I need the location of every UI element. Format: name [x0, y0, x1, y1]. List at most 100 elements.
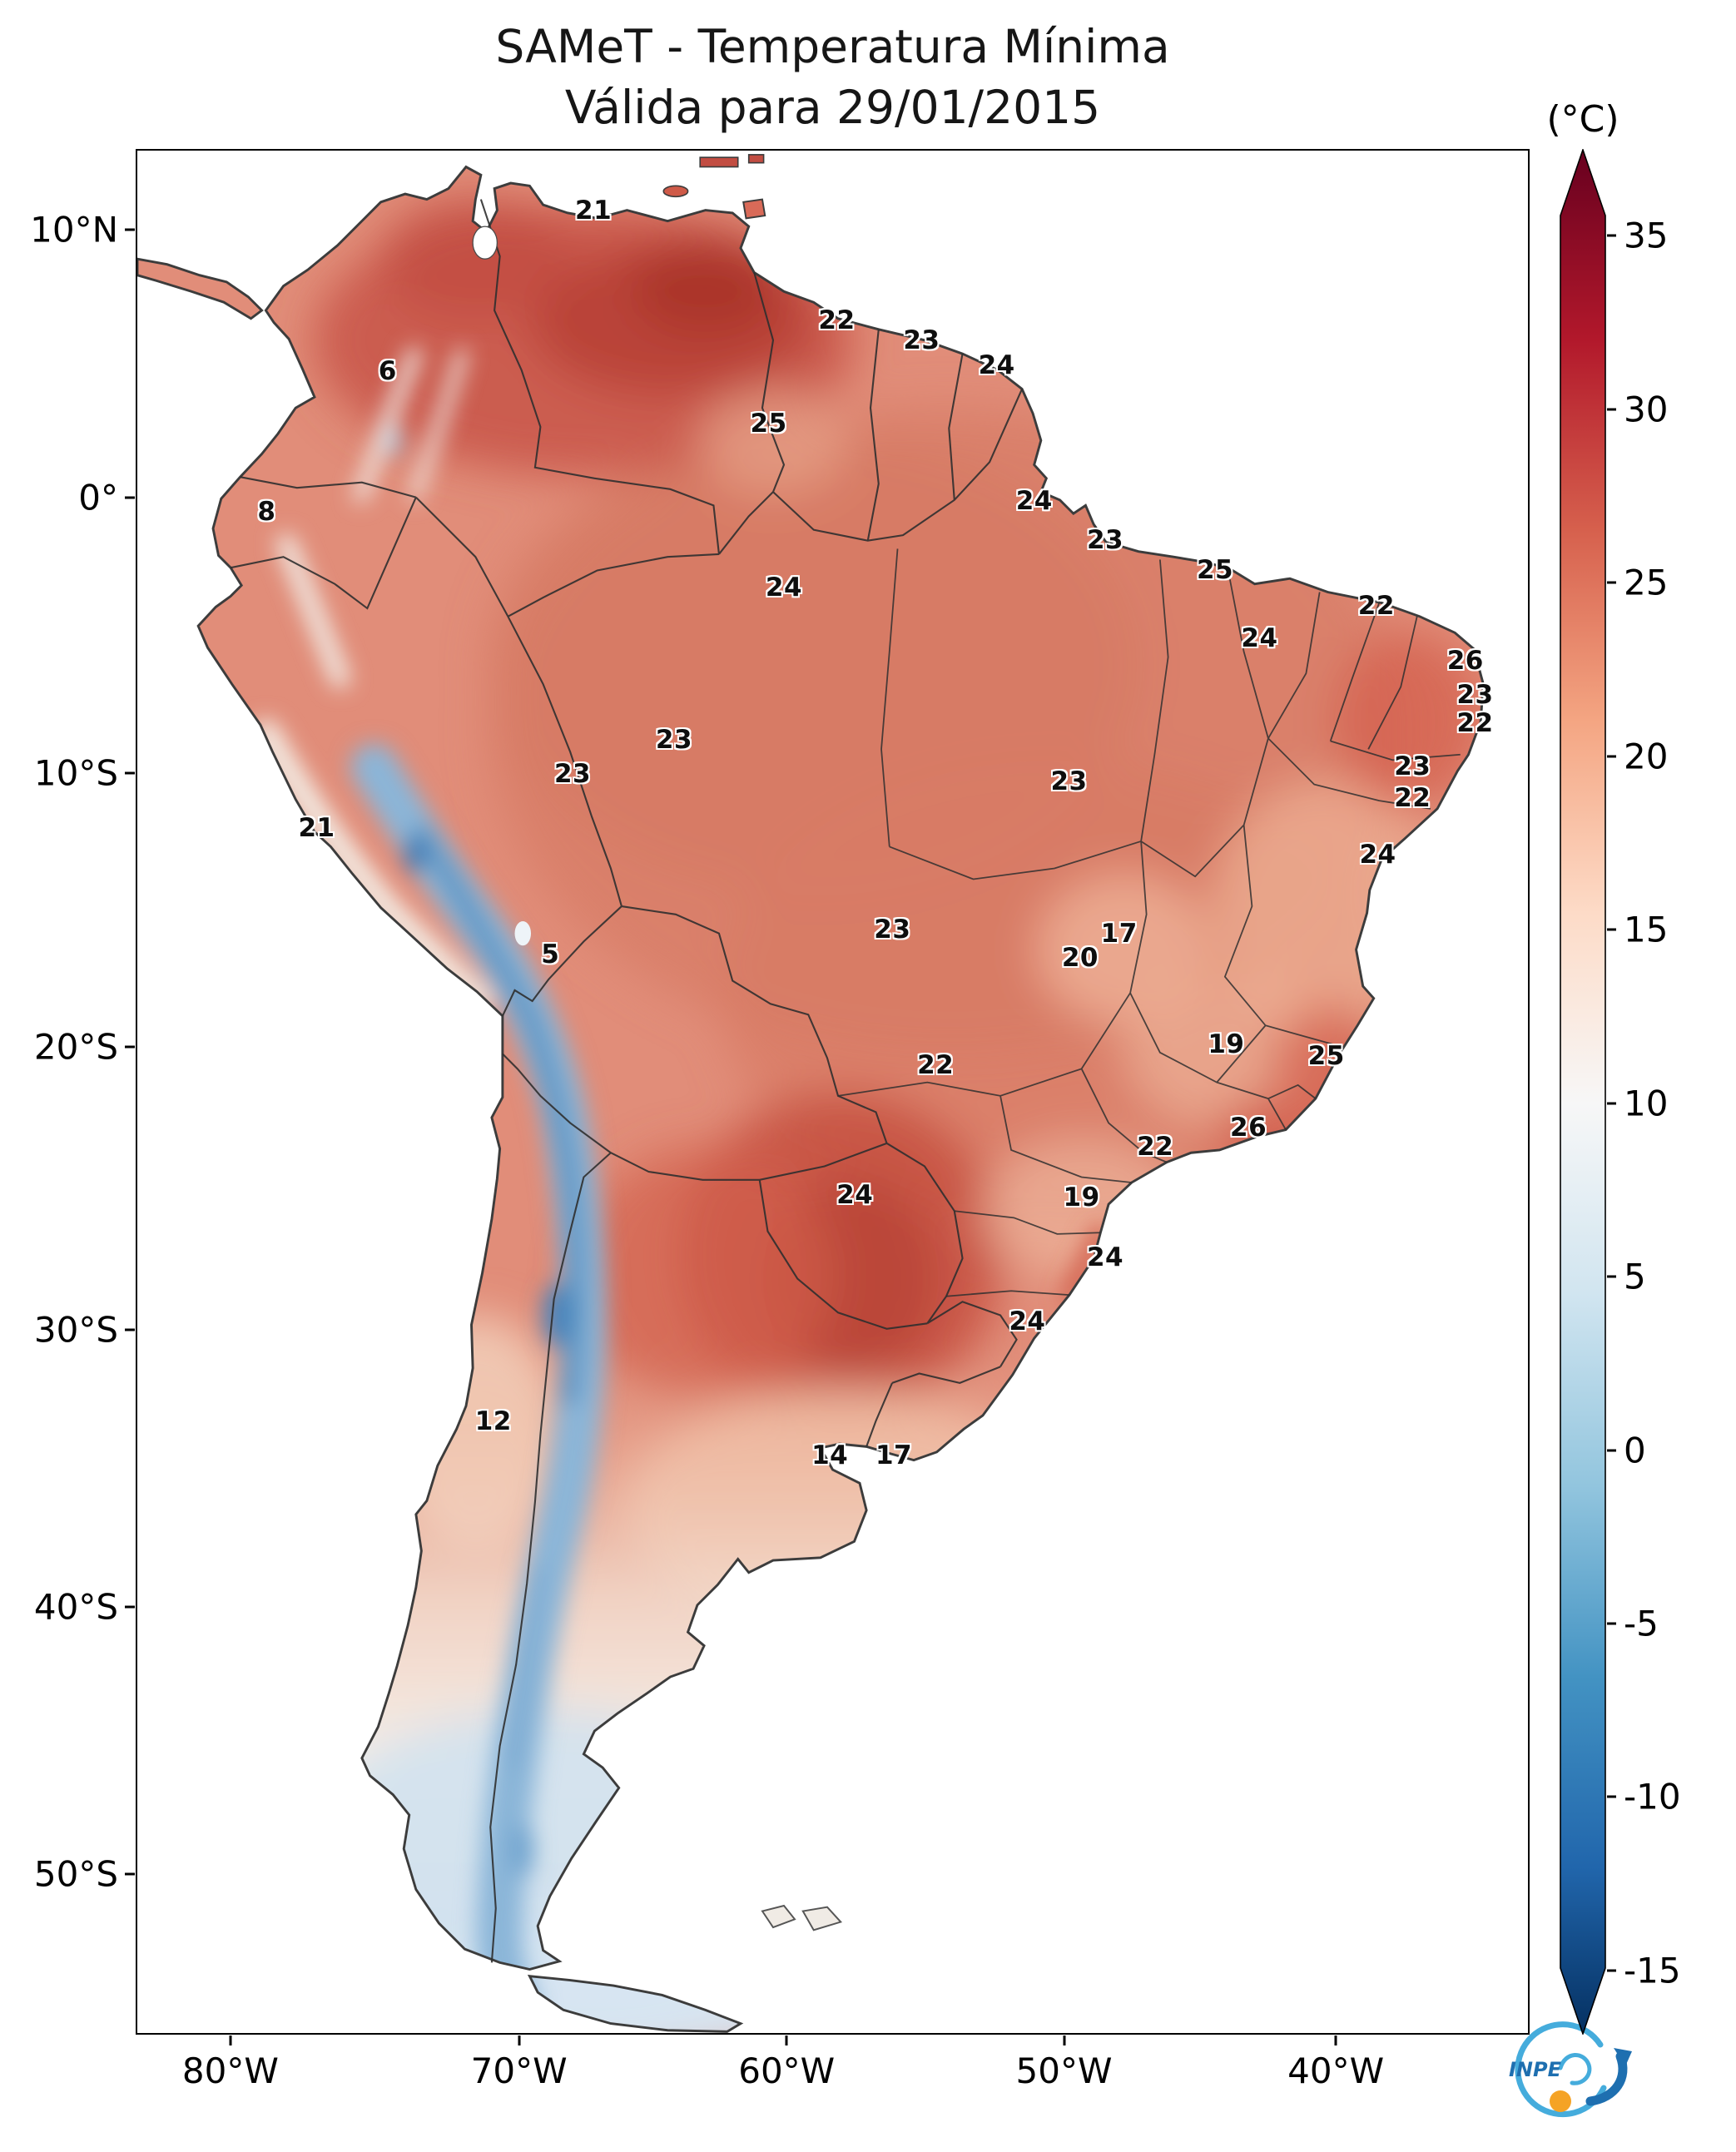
lat-tick-mark — [125, 1328, 135, 1331]
lat-tick-mark — [125, 228, 135, 231]
temp-value-label: 23 — [1050, 766, 1088, 796]
temp-value-label: 6 — [378, 355, 397, 386]
logo-text: INPE — [1509, 2058, 1562, 2081]
islands-and-lakes — [472, 154, 843, 1931]
temp-value-label: 21 — [575, 196, 613, 226]
lon-tick-mark — [1334, 2035, 1337, 2045]
state-borders — [837, 548, 1461, 1297]
temp-value-label: 23 — [1456, 679, 1494, 710]
colorbar-tick-label: -5 — [1624, 1603, 1659, 1644]
lat-tick-label: 10°N — [30, 209, 118, 250]
colorbar-tick-label: 0 — [1624, 1430, 1646, 1471]
lat-tick-mark — [125, 1605, 135, 1609]
lon-tick-mark — [518, 2035, 521, 2045]
temp-value-label: 23 — [553, 758, 592, 789]
temp-value-label: 25 — [750, 408, 787, 439]
temp-value-label: 24 — [978, 350, 1015, 380]
temp-value-label: 24 — [836, 1180, 874, 1211]
temp-value-label: 14 — [811, 1440, 849, 1470]
temp-value-label: 22 — [1394, 783, 1431, 814]
temp-value-label: 22 — [1357, 591, 1395, 622]
figure-title: SAMeT - Temperatura Mínima Válida para 2… — [136, 17, 1530, 137]
longitude-tickmarks — [136, 2035, 1530, 2046]
lat-tick-mark — [125, 771, 135, 775]
country-borders — [230, 199, 1024, 1963]
temp-value-label: 23 — [1086, 525, 1124, 556]
temp-value-label: 23 — [903, 325, 940, 356]
logo-arrow-head — [1614, 2048, 1632, 2066]
colorbar-tick-label: 10 — [1624, 1083, 1669, 1124]
temp-value-label: 5 — [541, 939, 560, 969]
colorbar-tick-label: 15 — [1624, 909, 1669, 950]
temp-value-label: 19 — [1208, 1029, 1245, 1060]
logo-swirl-inner — [1558, 2053, 1592, 2085]
lat-tick-label: 50°S — [33, 1853, 118, 1895]
temp-value-label: 19 — [1063, 1182, 1100, 1212]
colorbar-tick-mark — [1607, 928, 1616, 931]
colorbar-tick-mark — [1607, 1449, 1616, 1452]
temp-value-label: 22 — [818, 305, 856, 335]
inpe-logo: INPE — [1509, 2021, 1632, 2118]
temp-value-label: 25 — [1307, 1041, 1345, 1072]
logo-swirl-outer — [1515, 2021, 1607, 2118]
temp-value-label: 24 — [1241, 622, 1278, 653]
title-line-1: SAMeT - Temperatura Mínima — [495, 20, 1170, 73]
colorbar-tick-mark — [1607, 1969, 1616, 1972]
colorbar-tick-labels: 35 30 25 20 15 10 5 0 -5 -10 -15 — [1624, 149, 1734, 2035]
colorbar-tick-mark — [1607, 1795, 1616, 1798]
lat-tick-mark — [125, 1045, 135, 1049]
temp-value-label: 22 — [1137, 1131, 1174, 1162]
colorbar-tick-label: 30 — [1624, 389, 1669, 430]
temp-value-label: 24 — [1009, 1306, 1046, 1336]
temp-value-label: 23 — [874, 915, 911, 945]
temp-value-label: 17 — [875, 1440, 913, 1470]
lon-tick-label: 60°W — [738, 2050, 836, 2091]
colorbar-gradient — [1560, 147, 1606, 2036]
temp-value-label: 24 — [1086, 1242, 1124, 1273]
temp-value-label: 23 — [1394, 751, 1431, 781]
colorbar-tick-label: 35 — [1624, 215, 1669, 256]
temp-value-label: 17 — [1100, 918, 1138, 949]
lon-tick-label: 50°W — [1015, 2050, 1113, 2091]
colorbar-tick-label: 5 — [1624, 1256, 1646, 1297]
lon-tick-mark — [785, 2035, 788, 2045]
colorbar-tick-label: -15 — [1624, 1950, 1681, 1991]
title-line-2: Válida para 29/01/2015 — [564, 80, 1101, 134]
lon-tick-mark — [229, 2035, 232, 2045]
lon-tick-label: 80°W — [181, 2050, 279, 2091]
south-america-temperature-map — [137, 154, 1485, 2033]
temp-value-label: 26 — [1446, 646, 1484, 676]
temperature-labels-layer: 21 22 23 24 6 25 8 24 23 25 24 24 22 26 23 22 23 23 23 23 22… — [137, 151, 1528, 2033]
lat-tick-label: 30°S — [33, 1309, 118, 1351]
lon-tick-label: 70°W — [470, 2050, 568, 2091]
colorbar-tick-mark — [1607, 408, 1616, 411]
lat-tick-mark — [125, 496, 135, 499]
temp-value-label: 24 — [1015, 485, 1053, 516]
colorbar-tick-mark — [1607, 1622, 1616, 1625]
colorbar-tick-mark — [1607, 581, 1616, 584]
temp-value-label: 21 — [298, 813, 335, 844]
lon-tick-label: 40°W — [1287, 2050, 1385, 2091]
colorbar — [1560, 147, 1606, 2036]
temp-value-label: 23 — [655, 725, 693, 755]
temp-value-label: 26 — [1230, 1112, 1267, 1143]
lat-tick-label: 10°S — [33, 752, 118, 794]
colorbar-tick-mark — [1607, 1102, 1616, 1105]
colorbar-tick-label: 20 — [1624, 736, 1669, 777]
colorbar-tick-mark — [1607, 1275, 1616, 1278]
temp-value-label: 22 — [917, 1050, 955, 1081]
colorbar-tick-label: 25 — [1624, 562, 1669, 603]
latitude-axis-labels: 10°N 0° 10°S 20°S 30°S 40°S 50°S — [0, 149, 123, 2035]
lat-tick-label: 20°S — [33, 1026, 118, 1068]
temp-value-label: 24 — [765, 572, 803, 602]
lat-tick-label: 0° — [78, 477, 118, 518]
lat-tick-mark — [125, 1872, 135, 1876]
lat-tick-label: 40°S — [33, 1586, 118, 1628]
temp-value-label: 20 — [1061, 943, 1099, 974]
temp-value-label: 12 — [474, 1406, 512, 1436]
longitude-axis-labels: 80°W 70°W 60°W 50°W 40°W — [136, 2050, 1530, 2109]
colorbar-unit-label: (°C) — [1546, 98, 1619, 141]
colorbar-tick-label: -10 — [1624, 1776, 1681, 1817]
logo-orange-dot — [1550, 2090, 1571, 2112]
